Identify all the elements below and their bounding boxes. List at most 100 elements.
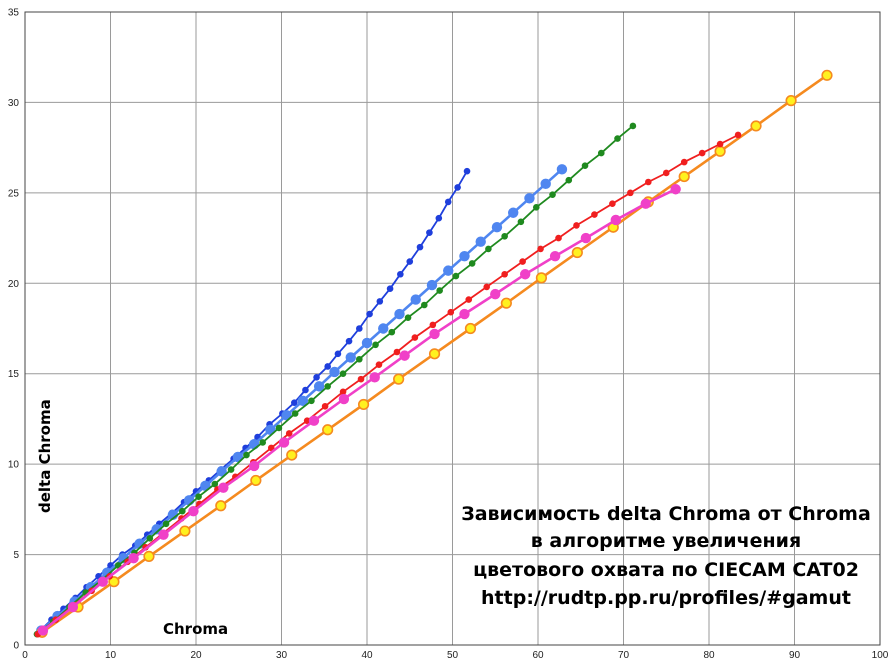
series-3-point <box>162 520 170 528</box>
series-6-point <box>399 350 410 361</box>
series-3-point <box>324 383 331 390</box>
series-4-point <box>464 322 477 335</box>
series-group <box>33 69 833 638</box>
series-4-point <box>215 500 227 512</box>
series-1-point <box>426 229 433 236</box>
x-tick-label: 90 <box>789 650 801 661</box>
series-2-point <box>475 236 486 247</box>
y-tick-label: 0 <box>13 641 19 652</box>
x-tick-label: 70 <box>618 650 630 661</box>
series-5-point <box>267 444 275 452</box>
series-6-point <box>459 308 470 320</box>
series-2-point <box>426 279 438 291</box>
series-3-line <box>36 125 634 635</box>
series-4-point <box>571 246 583 259</box>
series-2-point <box>459 250 470 262</box>
series-4-point <box>322 424 334 436</box>
series-4-point <box>286 449 298 461</box>
series-3-point <box>259 439 266 446</box>
series-4-point <box>393 373 405 385</box>
series-4-point <box>821 69 833 81</box>
series-5-point <box>734 131 742 139</box>
series-6-point <box>308 415 320 426</box>
series-5-point <box>393 348 401 356</box>
series-1-point <box>345 337 353 345</box>
series-5-point <box>321 402 329 410</box>
x-tick-labels: 0 10 20 30 40 50 60 70 80 90 100 <box>22 650 889 661</box>
x-tick-label: 0 <box>22 650 28 661</box>
y-tick-label: 15 <box>8 369 20 380</box>
series-6-point <box>188 505 199 517</box>
series-3-point <box>308 397 315 405</box>
series-3-point <box>179 507 186 515</box>
series-3-point <box>565 176 573 184</box>
series-6-point <box>549 250 561 262</box>
annotation-line-4: http://rudtp.pp.ru/profiles/#gamut <box>481 587 851 609</box>
series-5-point <box>573 222 580 229</box>
series-2-point <box>540 178 551 190</box>
series-4-point <box>143 550 155 562</box>
series-1-point <box>416 243 424 251</box>
series-1-point <box>454 184 461 191</box>
plot-area-border <box>24 11 881 646</box>
series-6-point <box>519 269 531 280</box>
series-3-point <box>597 149 605 157</box>
y-axis-title: delta Chroma <box>36 399 54 513</box>
series-5-point <box>698 149 706 157</box>
series-6-point <box>429 328 440 340</box>
series-1-point <box>334 350 342 358</box>
series-3-point <box>614 135 621 142</box>
series-1-point <box>356 325 363 332</box>
series-1-point <box>406 258 414 265</box>
series-1-point <box>397 270 404 278</box>
series-3-point <box>581 162 589 170</box>
series-3-point <box>501 232 508 240</box>
series-5-point <box>662 169 670 177</box>
y-tick-label: 25 <box>8 188 20 199</box>
x-tick-label: 50 <box>447 650 459 661</box>
series-6-point <box>97 576 109 587</box>
series-1-point <box>386 285 394 293</box>
series-3-point <box>517 218 525 226</box>
series-4-point <box>714 145 726 157</box>
series-5-point <box>609 200 616 208</box>
series-1-point <box>444 198 452 206</box>
x-axis-title: Chroma <box>163 620 228 638</box>
series-5-point <box>429 321 437 329</box>
series-2-point <box>361 337 373 349</box>
series-6-point <box>67 601 79 613</box>
series-1-point <box>463 167 471 175</box>
series-6-point <box>490 288 501 300</box>
series-3-point <box>356 355 363 363</box>
series-4-point <box>535 272 548 284</box>
series-1-point <box>376 298 384 305</box>
series-5-point <box>303 417 311 425</box>
series-2-point <box>524 193 535 204</box>
series-6-point <box>248 460 260 472</box>
series-3-point <box>485 245 492 253</box>
x-tick-label: 10 <box>105 650 117 661</box>
series-3-point <box>227 466 235 473</box>
series-3-point <box>532 204 540 211</box>
series-5-point <box>375 361 383 368</box>
series-1-point <box>324 363 331 370</box>
series-3-point <box>629 122 637 130</box>
series-3-point <box>339 370 347 378</box>
annotation-line-2: в алгоритме увеличения <box>531 530 801 552</box>
series-1-point <box>366 310 373 318</box>
series-6-point <box>670 184 681 195</box>
series-6-point <box>128 552 139 564</box>
series-3-point <box>195 493 202 500</box>
series-5-point <box>501 270 508 278</box>
series-2-point <box>313 381 325 392</box>
series-2-point <box>345 352 356 363</box>
series-5-point <box>591 211 598 218</box>
series-2-point <box>248 439 260 450</box>
series-3-point <box>452 272 460 280</box>
series-6-point <box>37 625 49 636</box>
series-4-point <box>179 525 191 537</box>
series-4-point <box>750 120 762 132</box>
series-2-point <box>378 323 389 334</box>
series-4-point <box>250 474 262 487</box>
